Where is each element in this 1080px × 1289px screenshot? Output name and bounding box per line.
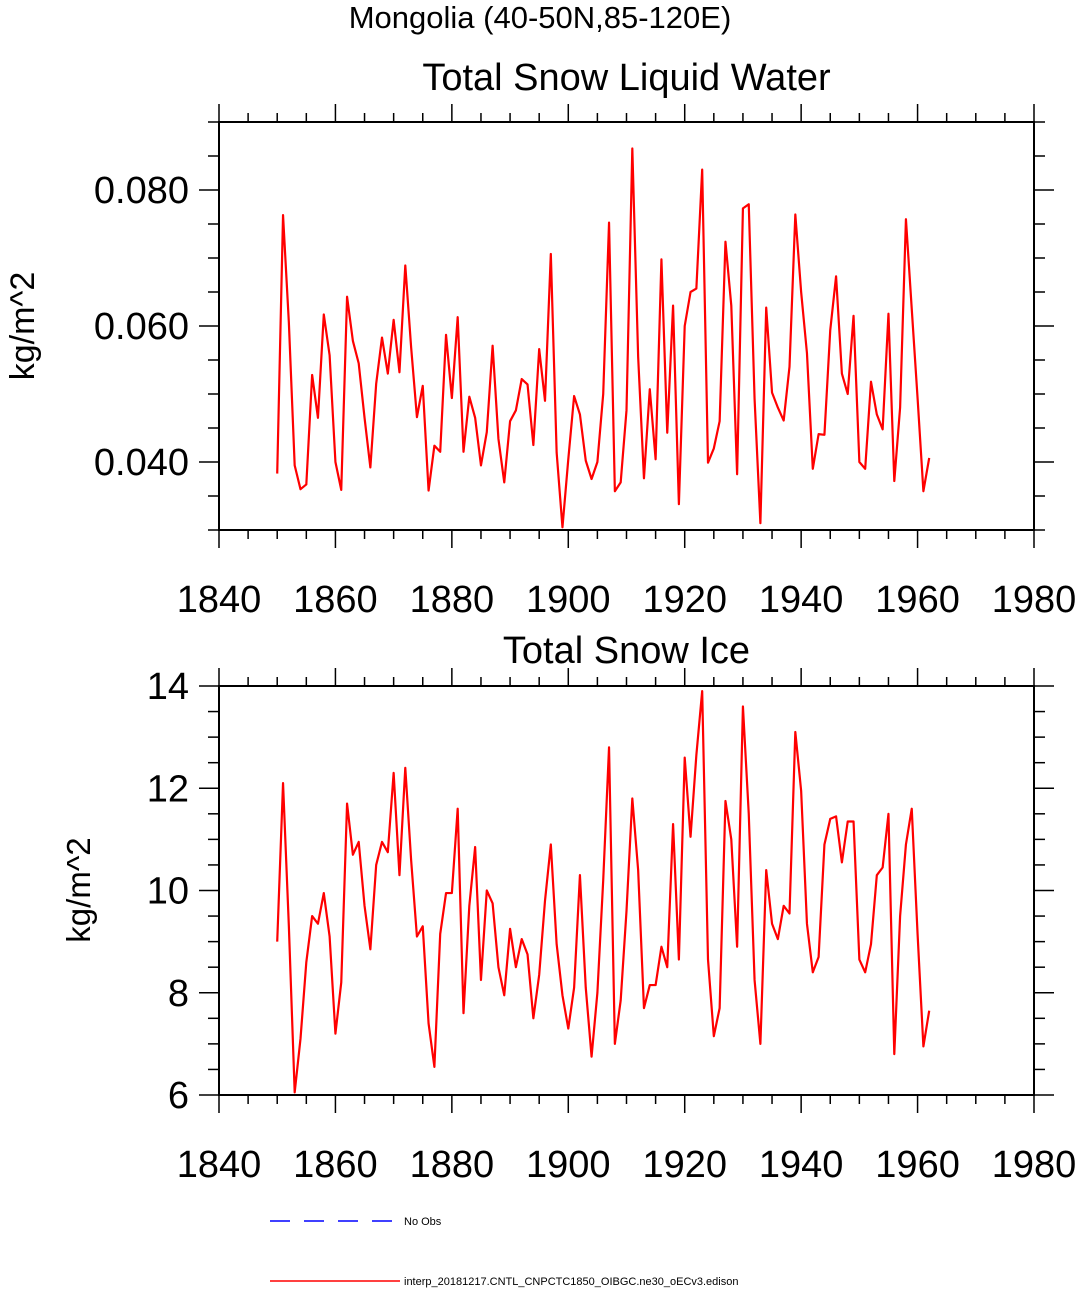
y-tick-label: 8 — [168, 973, 189, 1015]
y-tick-label: 6 — [168, 1075, 189, 1117]
x-tick-label: 1980 — [992, 1144, 1077, 1186]
y-tick-label: 0.080 — [94, 170, 189, 212]
x-tick-label: 1900 — [526, 1144, 611, 1186]
y-tick-label: 14 — [147, 666, 189, 708]
x-tick-label: 1900 — [526, 579, 611, 621]
y-tick-label: 0.060 — [94, 306, 189, 348]
chart-title: Total Snow Ice — [503, 630, 750, 672]
legend-obs-label: No Obs — [404, 1216, 442, 1228]
x-tick-label: 1920 — [642, 579, 727, 621]
y-tick-label: 0.040 — [94, 442, 189, 484]
series-line-model — [276, 690, 931, 1094]
x-tick-label: 1960 — [875, 1144, 960, 1186]
y-axis-label: kg/m^2 — [60, 837, 97, 942]
x-tick-label: 1940 — [759, 1144, 844, 1186]
x-tick-label: 1920 — [642, 1144, 727, 1186]
x-tick-label: 1940 — [759, 579, 844, 621]
series-line-model — [276, 147, 931, 529]
x-tick-label: 1980 — [992, 579, 1077, 621]
snow-liquid-water-panel: Total Snow Liquid Water kg/m^2 1840 1860 188… — [4, 57, 1076, 621]
x-tick-label: 1960 — [875, 579, 960, 621]
x-tick-label: 1840 — [177, 579, 262, 621]
suptitle: Mongolia (40-50N,85-120E) — [349, 0, 732, 35]
x-tick-label: 1880 — [410, 579, 495, 621]
y-axis-label: kg/m^2 — [4, 272, 42, 381]
x-tick-label: 1880 — [410, 1144, 495, 1186]
x-tick-label: 1840 — [177, 1144, 262, 1186]
chart-title: Total Snow Liquid Water — [422, 57, 831, 99]
y-tick-label: 12 — [147, 768, 189, 810]
x-tick-label: 1860 — [293, 1144, 378, 1186]
snow-ice-panel: Total Snow Ice kg/m^2 1840 1860 1880 1900 1920… — [60, 630, 1076, 1186]
legend: No Obs interp_20181217.CNTL_CNPCTC1850_O… — [270, 1216, 738, 1288]
y-tick-label: 10 — [147, 871, 189, 913]
legend-model-label: interp_20181217.CNTL_CNPCTC1850_OIBGC.ne… — [404, 1276, 738, 1288]
x-tick-label: 1860 — [293, 579, 378, 621]
